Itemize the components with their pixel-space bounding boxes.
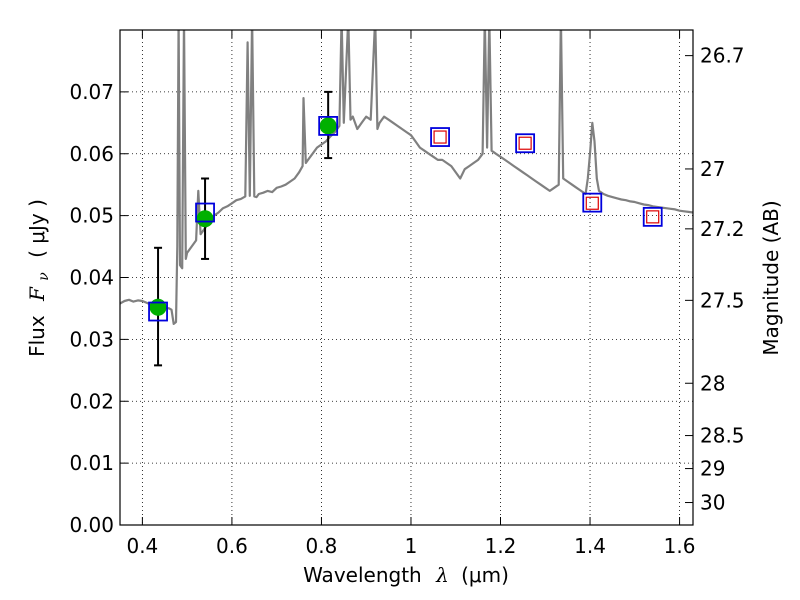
y2-tick-label: 30 — [700, 491, 725, 515]
x-axis-label-prefix: Wavelength — [303, 563, 422, 587]
y-tick-label: 0.04 — [69, 266, 114, 290]
y2-tick-label: 27.2 — [700, 217, 745, 241]
y-axis-label-symbol: F — [25, 286, 49, 302]
x-axis-label: Wavelength λ (μm) — [303, 563, 509, 587]
x-axis-label-symbol: λ — [435, 563, 449, 587]
y2-axis-label: Magnitude (AB) — [759, 200, 783, 355]
plot-frame — [119, 29, 694, 526]
ticks: 0.4 0.6 0.8 1 1.2 1.4 1.6 0.00 0.01 0.02 0.03 0.04 0… — [69, 30, 745, 558]
predicted-square-marker — [646, 210, 660, 224]
y-axis-label-subscript: ν — [36, 272, 52, 281]
observed-marker — [196, 210, 214, 228]
y2-tick-label: 29 — [700, 457, 725, 481]
y-tick-label: 0.01 — [69, 451, 114, 475]
y2-tick-label: 28.5 — [700, 424, 745, 448]
observed-marker — [319, 117, 337, 135]
x-tick-label: 1.4 — [574, 534, 606, 558]
model-square-marker — [148, 301, 168, 322]
model-square-marker — [318, 116, 339, 136]
y-tick-label: 0.05 — [69, 204, 114, 228]
x-tick-label: 0.4 — [126, 534, 158, 558]
y2-tick-label: 27 — [700, 157, 725, 181]
y-tick-label: 0.06 — [69, 142, 114, 166]
x-tick-label: 1.2 — [485, 534, 517, 558]
y2-tick-label: 28 — [700, 371, 725, 395]
predicted-square-marker — [585, 196, 599, 210]
grid — [120, 30, 693, 525]
x-tick-label: 0.6 — [216, 534, 248, 558]
predicted-square-marker — [518, 136, 532, 150]
y-tick-label: 0.02 — [69, 389, 114, 413]
x-tick-label: 1.6 — [664, 534, 696, 558]
predicted-square-marker — [433, 130, 447, 144]
x-tick-label: 0.8 — [306, 534, 338, 558]
model-square-marker — [515, 133, 536, 154]
y2-tick-label: 27.5 — [700, 288, 745, 312]
observed-point — [149, 246, 167, 367]
model-square-marker — [582, 192, 603, 213]
y-axis-label-prefix: Flux — [25, 315, 49, 357]
y-tick-label: 0.00 — [69, 513, 114, 537]
observed-point — [196, 177, 214, 260]
y-axis-label-unit: ( μJy ) — [25, 199, 49, 258]
observed-marker — [149, 298, 167, 316]
y-axis-label: Flux F ν ( μJy ) — [25, 199, 53, 357]
spectrum-line — [120, 30, 693, 325]
x-axis-label-unit: (μm) — [461, 563, 509, 587]
model-square-marker — [642, 206, 663, 227]
model-square-marker — [195, 202, 215, 223]
model-square-marker — [430, 127, 450, 147]
y-tick-label: 0.03 — [69, 327, 114, 351]
y2-tick-label: 26.7 — [700, 44, 745, 68]
observed-point — [319, 90, 337, 160]
x-tick-label: 1 — [405, 534, 418, 558]
y-tick-label: 0.07 — [69, 80, 114, 104]
data-series — [120, 30, 693, 367]
